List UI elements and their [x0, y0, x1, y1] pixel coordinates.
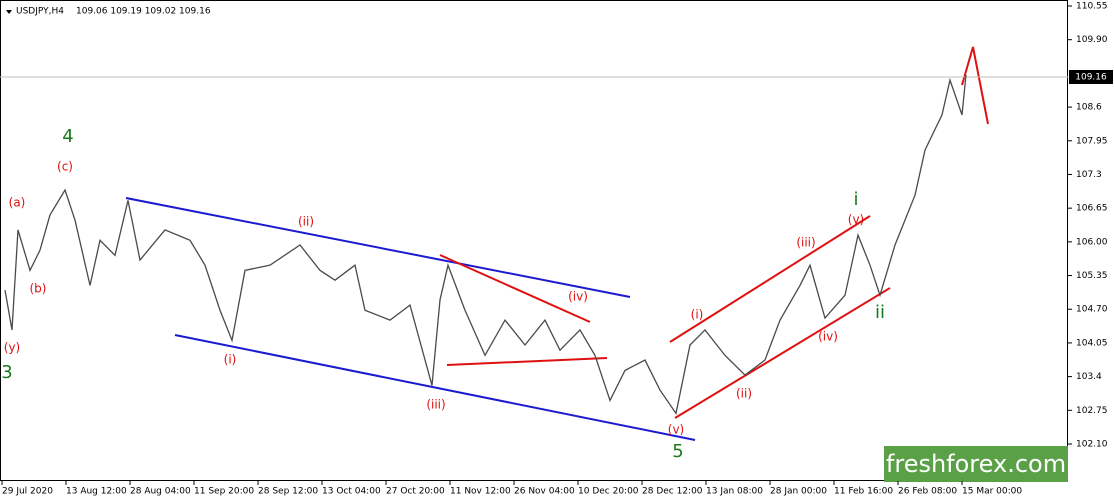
x-tick-label: 13 Oct 04:00 — [322, 487, 381, 497]
wave-label: i — [853, 189, 858, 210]
trend-lines — [439, 46, 989, 419]
y-tick-label: 103.4 — [1076, 372, 1102, 382]
last-price: 109.16 — [1075, 73, 1107, 83]
wave-label: 5 — [672, 441, 683, 462]
price-series — [4, 74, 967, 416]
ohlc-text: 109.06 109.19 109.02 109.16 — [76, 7, 211, 17]
wave-label: (i) — [224, 353, 237, 367]
y-tick-label: 106.65 — [1076, 204, 1108, 214]
x-tick-label: 11 Nov 12:00 — [450, 487, 511, 497]
wave-label: (iii) — [426, 398, 445, 412]
y-tick-label: 106.00 — [1076, 237, 1108, 247]
x-tick-label: 11 Sep 20:00 — [194, 487, 254, 497]
plot-frame — [0, 0, 1068, 481]
header-icon — [6, 10, 12, 14]
x-tick-label: 28 Jan 00:00 — [770, 487, 827, 497]
wave-label: (v) — [668, 423, 684, 437]
chart-title: USDJPY,H4 — [16, 7, 64, 17]
x-tick-label: 29 Jul 2020 — [2, 487, 53, 497]
y-tick-label: 107.95 — [1076, 136, 1108, 146]
y-tick-label: 109.90 — [1076, 35, 1108, 45]
wave-label: (iv) — [818, 330, 838, 344]
y-tick-label: 110.55 — [1076, 2, 1108, 12]
wave-label: 3 — [1, 362, 12, 383]
wave-label: (y) — [4, 341, 20, 355]
wave-label: ii — [875, 302, 885, 323]
wave-label: (ii) — [736, 387, 752, 401]
wave-label: 4 — [62, 126, 73, 147]
watermark: freshforex.com — [886, 450, 1066, 478]
x-tick-label: 11 Feb 16:00 — [834, 487, 893, 497]
wave-label: (a) — [9, 196, 26, 210]
x-tick-label: 26 Nov 04:00 — [514, 487, 575, 497]
channel-lines — [125, 197, 696, 441]
x-tick-label: 13 Jan 08:00 — [706, 487, 763, 497]
y-tick-label: 105.35 — [1076, 271, 1108, 281]
wave-label: (v) — [848, 213, 864, 227]
x-tick-label: 15 Mar 00:00 — [962, 487, 1022, 497]
x-tick-label: 13 Aug 12:00 — [66, 487, 127, 497]
y-tick-label: 102.75 — [1076, 406, 1108, 416]
wave-label: (b) — [30, 282, 47, 296]
wave-label: (ii) — [298, 215, 314, 229]
x-tick-label: 28 Sep 12:00 — [258, 487, 318, 497]
wave-label: (c) — [57, 160, 73, 174]
y-tick-label: 102.10 — [1076, 440, 1108, 450]
y-tick-label: 107.3 — [1076, 170, 1102, 180]
y-tick-label: 108.6 — [1076, 103, 1102, 113]
x-tick-label: 28 Dec 12:00 — [642, 487, 703, 497]
watermark-box — [884, 446, 1068, 482]
wave-label: (i) — [691, 308, 704, 322]
x-tick-label: 10 Dec 20:00 — [578, 487, 639, 497]
y-tick-label: 104.70 — [1076, 305, 1108, 315]
y-tick-label: 104.05 — [1076, 338, 1108, 348]
x-tick-label: 28 Aug 04:00 — [130, 487, 191, 497]
wave-label: (iii) — [796, 236, 815, 250]
price-box — [1069, 70, 1113, 84]
x-tick-label: 26 Feb 08:00 — [898, 487, 957, 497]
x-tick-label: 27 Oct 20:00 — [386, 487, 445, 497]
wave-label: (iv) — [568, 290, 588, 304]
